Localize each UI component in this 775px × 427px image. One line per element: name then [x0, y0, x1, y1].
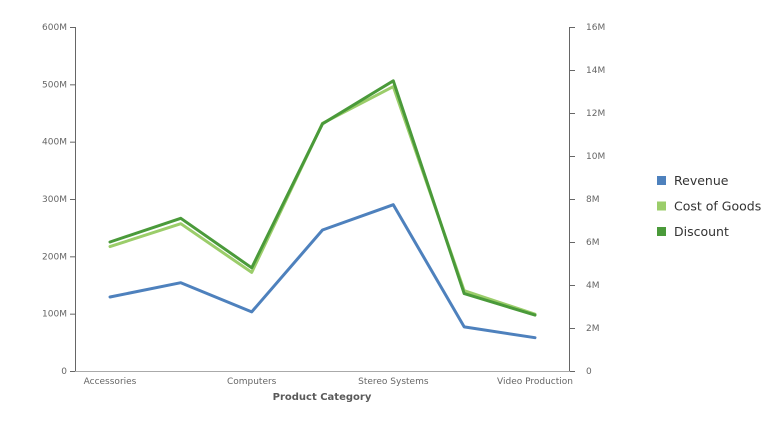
right-tick-label: 16M — [586, 23, 605, 33]
left-tick-label: 300M — [42, 195, 67, 205]
right-tick-label: 8M — [586, 195, 600, 205]
right-tick-label: 12M — [586, 109, 605, 119]
x-tick-label: Stereo Systems — [358, 377, 429, 387]
series-line-discount[interactable] — [108, 79, 537, 317]
left-tick-label: 500M — [42, 80, 67, 90]
series-lines — [108, 79, 537, 340]
left-tick-label: 0 — [61, 367, 67, 377]
left-axis-ticks: 0 100M 200M 300M 400M 500M 600M — [42, 23, 75, 377]
series-line-cost-of-goods[interactable] — [108, 85, 537, 316]
legend-label-cost-of-goods: Cost of Goods — [674, 199, 761, 214]
axes — [75, 27, 570, 372]
right-tick-label: 14M — [586, 66, 605, 76]
legend-swatch-cost-of-goods — [657, 201, 666, 211]
right-tick-label: 6M — [586, 238, 600, 248]
legend-swatch-discount — [657, 227, 666, 236]
x-tick-label: Accessories — [84, 377, 137, 387]
legend-label-revenue: Revenue — [674, 173, 729, 188]
right-tick-label: 0 — [586, 367, 592, 377]
left-tick-label: 100M — [42, 310, 67, 320]
right-tick-label: 10M — [586, 152, 605, 162]
left-tick-label: 200M — [42, 252, 67, 262]
legend-label-discount: Discount — [674, 224, 729, 239]
right-tick-label: 2M — [586, 324, 600, 334]
series-line-revenue[interactable] — [108, 203, 537, 340]
left-tick-label: 600M — [42, 23, 67, 33]
legend: Revenue Cost of Goods Discount — [657, 173, 761, 239]
left-tick-label: 400M — [42, 138, 67, 148]
x-axis-ticks: Accessories Computers Stereo Systems Video … — [84, 377, 573, 387]
legend-swatch-revenue — [657, 176, 666, 185]
x-tick-label: Video Production — [497, 377, 573, 387]
x-axis-title: Product Category — [273, 392, 372, 403]
x-tick-label: Computers — [227, 377, 277, 387]
right-axis-ticks: 0 2M 4M 6M 8M 10M 12M 14M 16M — [570, 23, 605, 377]
right-tick-label: 4M — [586, 281, 600, 291]
